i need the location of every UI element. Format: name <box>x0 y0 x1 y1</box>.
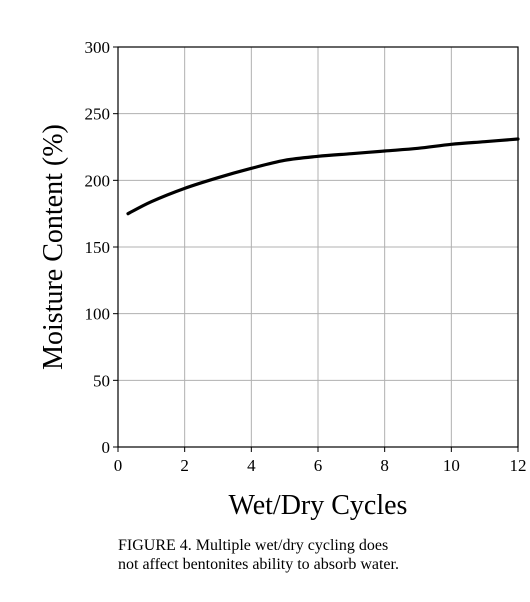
y-tick-label: 200 <box>85 171 111 190</box>
figure-caption: FIGURE 4. Multiple wet/dry cycling does … <box>118 537 399 573</box>
chart-grid <box>118 47 518 447</box>
y-tick-label: 150 <box>85 238 111 257</box>
axis-ticks: 0 2 4 6 8 10 12 0 50 100 150 200 250 300 <box>85 38 527 475</box>
y-tick-label: 0 <box>102 438 111 457</box>
x-axis-title: Wet/Dry Cycles <box>229 490 408 521</box>
x-tick-label: 2 <box>180 456 189 475</box>
data-series-layer <box>126 137 520 216</box>
y-tick-label: 300 <box>85 38 111 57</box>
x-tick-label: 4 <box>247 456 256 475</box>
moisture-content-line <box>126 137 520 216</box>
y-axis-title: Moisture Content (%) <box>38 124 69 370</box>
y-tick-label: 50 <box>93 371 110 390</box>
y-tick-label: 250 <box>85 105 111 124</box>
x-tick-label: 8 <box>380 456 389 475</box>
moisture-chart: 0 2 4 6 8 10 12 0 50 100 150 200 250 300 Wet/Dry Cycl… <box>38 38 527 521</box>
x-tick-label: 12 <box>510 456 527 475</box>
x-tick-label: 0 <box>114 456 123 475</box>
y-tick-label: 100 <box>85 305 111 324</box>
x-tick-label: 6 <box>314 456 323 475</box>
x-tick-label: 10 <box>443 456 460 475</box>
